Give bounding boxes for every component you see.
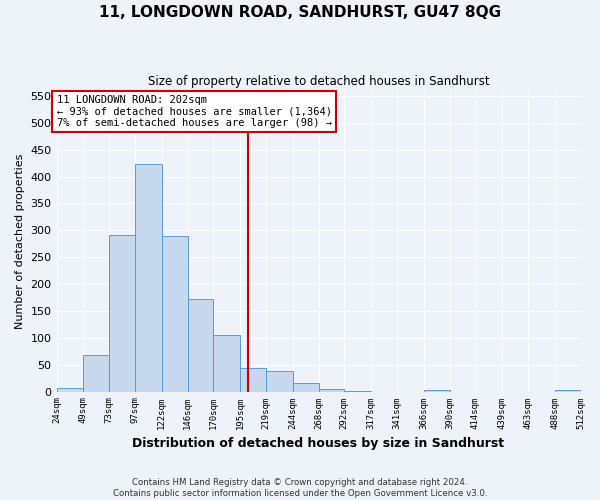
Bar (240, 368, 266, 392)
Bar (213, 334, 240, 392)
Bar (424, 390, 449, 392)
Bar (293, 384, 319, 392)
Bar (56, 388, 83, 392)
Text: Contains HM Land Registry data © Crown copyright and database right 2024.
Contai: Contains HM Land Registry data © Crown c… (113, 478, 487, 498)
Bar (109, 235, 135, 392)
Bar (266, 371, 293, 392)
Bar (319, 389, 344, 392)
Title: Size of property relative to detached houses in Sandhurst: Size of property relative to detached ho… (148, 75, 490, 88)
Text: 11 LONGDOWN ROAD: 202sqm
← 93% of detached houses are smaller (1,364)
7% of semi: 11 LONGDOWN ROAD: 202sqm ← 93% of detach… (56, 95, 332, 128)
Bar (83, 355, 109, 392)
Bar (162, 236, 188, 392)
Bar (555, 390, 581, 392)
X-axis label: Distribution of detached houses by size in Sandhurst: Distribution of detached houses by size … (133, 437, 505, 450)
Y-axis label: Number of detached properties: Number of detached properties (15, 154, 25, 328)
Bar (344, 391, 371, 392)
Text: 11, LONGDOWN ROAD, SANDHURST, GU47 8QG: 11, LONGDOWN ROAD, SANDHURST, GU47 8QG (99, 5, 501, 20)
Bar (188, 298, 213, 392)
Bar (135, 164, 162, 392)
